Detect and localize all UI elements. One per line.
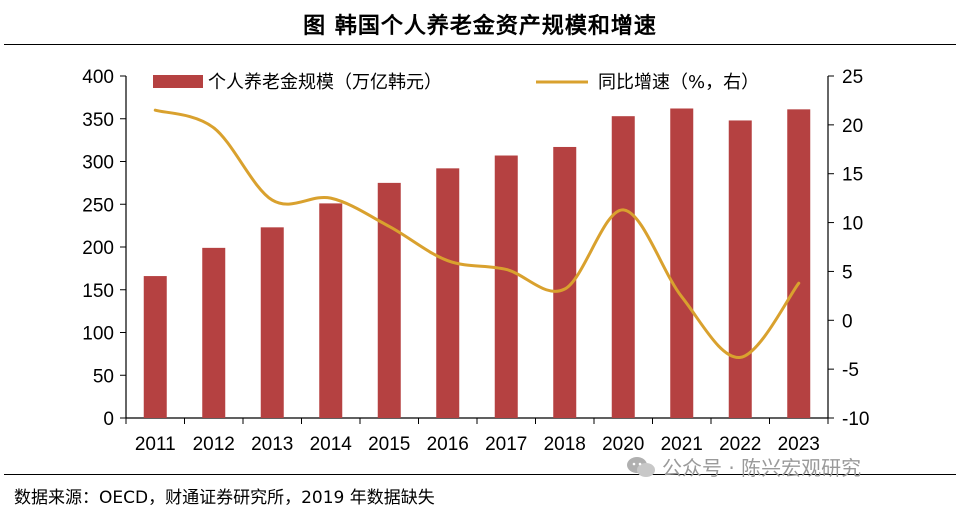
x-tick-label: 2013 xyxy=(251,434,293,455)
x-tick-label: 2023 xyxy=(778,434,820,455)
legend: 个人养老金规模（万亿韩元） 同比增速（%，右） xyxy=(153,72,759,93)
bar xyxy=(787,109,811,418)
legend-swatch-bar xyxy=(153,75,203,88)
watermark: 公众号 · 陈兴宏观研究 xyxy=(626,452,861,481)
x-tick-label: 2022 xyxy=(719,434,761,455)
y-tick-label-left: 50 xyxy=(93,366,114,387)
bar xyxy=(319,203,343,418)
y-tick-label-right: 5 xyxy=(842,262,853,283)
x-tick-label: 2018 xyxy=(544,434,586,455)
series-line xyxy=(153,108,801,359)
bar xyxy=(611,116,635,418)
y-tick-label-left: 400 xyxy=(82,67,114,88)
x-tick-label: 2021 xyxy=(661,434,703,455)
y-tick-label-right: 0 xyxy=(842,311,853,332)
y-tick-label-left: 200 xyxy=(82,238,114,259)
title-divider xyxy=(4,44,956,45)
y-tick-label-left: 150 xyxy=(82,281,114,302)
y-tick-label-left: 100 xyxy=(82,324,114,345)
watermark-text: 公众号 · 陈兴宏观研究 xyxy=(662,456,862,480)
y-tick-label-right: 10 xyxy=(842,214,863,235)
chart: 0 50 100 150 200 250 300 350 400 -10 -5 0 5 10 15 20 25 2… xyxy=(82,67,869,455)
legend-label-line: 同比增速（%，右） xyxy=(598,72,759,93)
axes: 0 50 100 150 200 250 300 350 400 -10 -5 0 5 10 15 20 25 2… xyxy=(82,67,869,455)
bar xyxy=(670,108,694,419)
x-tick-label: 2015 xyxy=(368,434,410,455)
bars xyxy=(143,108,811,419)
y-tick-label-left: 300 xyxy=(82,153,114,174)
bar xyxy=(436,168,460,418)
y-tick-label-left: 350 xyxy=(82,110,114,131)
y-tick-label-left: 0 xyxy=(103,409,114,430)
y-tick-label-left: 250 xyxy=(82,195,114,216)
wechat-icon xyxy=(627,456,655,477)
bar xyxy=(377,182,401,418)
x-tick-label: 2020 xyxy=(602,434,644,455)
x-tick-label: 2014 xyxy=(310,434,353,455)
y-tick-label-right: 15 xyxy=(842,165,863,186)
source-note: 数据来源：OECD，财通证券研究所，2019 年数据缺失 xyxy=(14,488,435,508)
bar xyxy=(553,146,577,418)
x-tick-label: 2016 xyxy=(427,434,469,455)
footer-divider xyxy=(4,474,956,475)
bar xyxy=(143,276,167,418)
legend-label-bar: 个人养老金规模（万亿韩元） xyxy=(208,72,442,93)
growth-line xyxy=(153,108,801,359)
y-tick-label-right: -5 xyxy=(842,360,859,381)
y-tick-label-right: 25 xyxy=(842,67,863,88)
x-tick-label: 2017 xyxy=(485,434,527,455)
bar xyxy=(728,120,752,419)
bar xyxy=(260,227,284,418)
y-tick-label-right: -10 xyxy=(842,409,869,430)
x-tick-label: 2011 xyxy=(135,434,176,455)
x-tick-label: 2012 xyxy=(193,434,235,455)
bar xyxy=(202,247,226,418)
y-tick-label-right: 20 xyxy=(842,116,863,137)
bar xyxy=(494,155,518,418)
chart-title: 图 韩国个人养老金资产规模和增速 xyxy=(303,14,657,39)
